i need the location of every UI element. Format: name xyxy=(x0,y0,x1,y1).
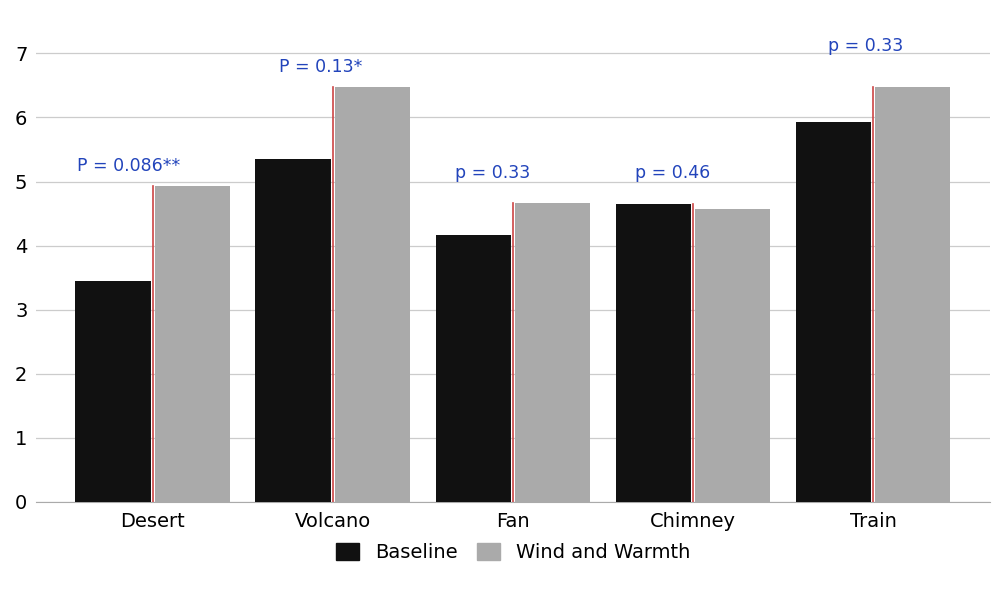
Bar xyxy=(874,87,951,502)
Legend: Baseline, Wind and Warmth: Baseline, Wind and Warmth xyxy=(328,535,697,570)
Text: P = 0.13*: P = 0.13* xyxy=(278,58,362,76)
Text: p = 0.33: p = 0.33 xyxy=(828,37,903,55)
Text: P = 0.086**: P = 0.086** xyxy=(77,157,181,175)
Bar xyxy=(615,204,691,502)
Text: p = 0.46: p = 0.46 xyxy=(635,164,711,182)
Bar xyxy=(75,281,151,502)
Bar xyxy=(335,87,410,502)
Bar xyxy=(796,122,871,502)
Bar xyxy=(435,235,512,502)
Bar xyxy=(155,186,230,502)
Bar xyxy=(694,209,771,502)
Bar xyxy=(255,159,331,502)
Text: p = 0.33: p = 0.33 xyxy=(455,164,531,182)
Bar xyxy=(515,202,590,502)
